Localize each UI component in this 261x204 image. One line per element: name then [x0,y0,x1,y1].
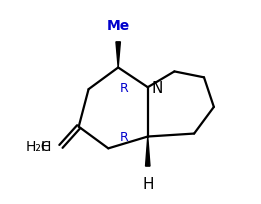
Text: H: H [142,176,153,191]
Text: H: H [41,140,51,154]
Text: Me: Me [106,19,130,33]
Text: R: R [119,130,128,143]
Text: H₂C: H₂C [26,140,51,154]
Text: N: N [152,80,163,95]
Polygon shape [116,43,120,68]
Polygon shape [146,137,150,166]
Text: R: R [119,81,128,94]
